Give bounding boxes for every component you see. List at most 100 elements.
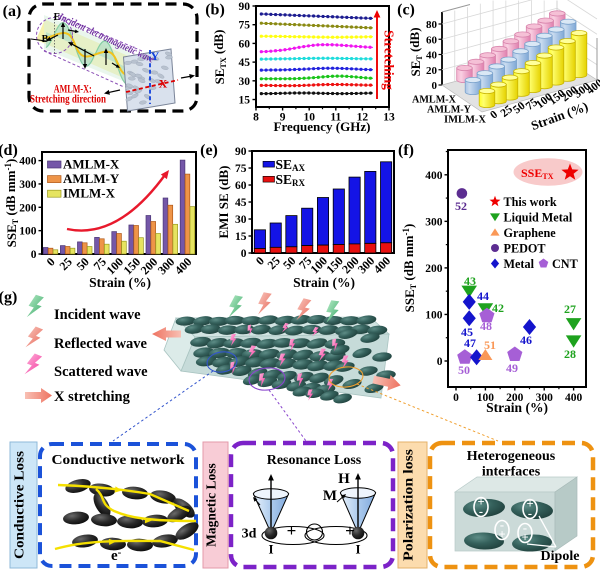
svg-text:AMLM-Y: AMLM-Y — [63, 171, 120, 186]
svg-text:100: 100 — [19, 226, 37, 238]
svg-text:12: 12 — [357, 112, 369, 124]
svg-text:75: 75 — [239, 20, 251, 32]
svg-text:Dipole: Dipole — [541, 549, 580, 564]
svg-text:Strain (%): Strain (%) — [486, 400, 548, 415]
svg-text:0: 0 — [437, 356, 443, 368]
svg-text:Incident wave: Incident wave — [54, 307, 141, 323]
svg-text:0: 0 — [31, 249, 37, 261]
svg-text:B: B — [42, 34, 49, 45]
svg-text:300: 300 — [19, 179, 37, 191]
svg-text:49: 49 — [506, 361, 518, 375]
svg-text:AMLM-X: AMLM-X — [63, 157, 120, 172]
svg-text:-: - — [528, 507, 532, 521]
svg-text:44: 44 — [477, 289, 489, 303]
svg-text:CNT: CNT — [552, 257, 578, 271]
svg-text:60: 60 — [239, 38, 251, 50]
svg-text:400: 400 — [425, 170, 443, 182]
svg-text:Stretching: Stretching — [382, 30, 397, 90]
svg-text:Reflected wave: Reflected wave — [54, 336, 148, 352]
svg-text:Metal: Metal — [504, 257, 535, 271]
svg-text:Conductive Loss: Conductive Loss — [12, 451, 27, 559]
svg-text:SSET (dB mm-1): SSET (dB mm-1) — [401, 224, 418, 313]
svg-text:This work: This work — [504, 195, 557, 209]
svg-text:Magnetic Loss: Magnetic Loss — [204, 463, 219, 547]
svg-text:Stretching direction: Stretching direction — [30, 94, 106, 106]
svg-text:+: + — [498, 528, 505, 542]
svg-text:+: + — [287, 521, 297, 540]
svg-text:60: 60 — [235, 180, 247, 192]
svg-text:90: 90 — [239, 1, 251, 13]
svg-text:40: 40 — [426, 50, 438, 62]
svg-text:-: - — [500, 518, 504, 532]
svg-text:M: M — [323, 488, 337, 504]
svg-text:0: 0 — [241, 248, 247, 260]
svg-text:9: 9 — [280, 112, 286, 124]
svg-text:Strain (%): Strain (%) — [89, 275, 151, 290]
svg-text:27: 27 — [564, 302, 576, 316]
svg-text:+: + — [345, 521, 355, 540]
svg-text:60: 60 — [426, 34, 438, 46]
svg-text:200: 200 — [506, 392, 524, 404]
svg-text:(c): (c) — [397, 2, 415, 19]
svg-text:15: 15 — [235, 231, 247, 243]
svg-text:8: 8 — [253, 112, 259, 124]
svg-text:+: + — [526, 497, 533, 511]
svg-text:13: 13 — [383, 112, 395, 124]
svg-text:AMLM-Y: AMLM-Y — [427, 104, 471, 116]
svg-text:20: 20 — [426, 65, 438, 77]
svg-text:10: 10 — [303, 112, 315, 124]
svg-text:100: 100 — [477, 392, 495, 404]
svg-text:43: 43 — [464, 274, 476, 288]
svg-text:50: 50 — [458, 363, 470, 377]
svg-text:(a): (a) — [3, 3, 22, 20]
svg-text:e-: e- — [111, 547, 122, 565]
svg-text:80: 80 — [426, 19, 438, 31]
svg-text:45: 45 — [235, 197, 247, 209]
svg-text:30: 30 — [235, 214, 247, 226]
svg-text:11: 11 — [330, 112, 341, 124]
svg-text:400: 400 — [565, 392, 583, 404]
svg-text:Y: Y — [151, 49, 160, 63]
svg-text:AMLM-X:: AMLM-X: — [54, 84, 92, 96]
svg-text:Scattered wave: Scattered wave — [54, 364, 148, 380]
svg-text:300: 300 — [425, 216, 443, 228]
svg-text:52: 52 — [455, 199, 467, 213]
svg-text:IMLM-X: IMLM-X — [63, 186, 116, 201]
svg-text:IMLM-X: IMLM-X — [444, 114, 486, 126]
svg-text:(b): (b) — [205, 2, 225, 19]
svg-text:46: 46 — [520, 333, 532, 347]
svg-text:Liquid Metal: Liquid Metal — [504, 211, 573, 225]
svg-text:45: 45 — [461, 325, 473, 339]
svg-text:(f): (f) — [398, 142, 414, 159]
svg-text:Graphene: Graphene — [504, 226, 557, 240]
svg-text:AMLM-X: AMLM-X — [412, 94, 456, 106]
svg-text:Frequency (GHz): Frequency (GHz) — [274, 119, 371, 134]
svg-text:300: 300 — [536, 392, 554, 404]
svg-text:X stretching: X stretching — [54, 389, 131, 405]
svg-text:48: 48 — [480, 319, 492, 333]
svg-text:Heterogeneous: Heterogeneous — [467, 449, 556, 464]
svg-text:Conductive network: Conductive network — [52, 453, 185, 468]
svg-text:0: 0 — [432, 80, 438, 92]
svg-text:SETX (dB): SETX (dB) — [211, 30, 228, 85]
svg-text:I: I — [268, 542, 273, 557]
svg-text:X: X — [159, 77, 168, 91]
svg-text:15: 15 — [239, 95, 251, 107]
svg-text:Strain (%): Strain (%) — [293, 275, 355, 290]
svg-text:400: 400 — [19, 156, 37, 168]
svg-text:(d): (d) — [0, 142, 18, 159]
svg-text:(e): (e) — [200, 142, 218, 159]
svg-text:75: 75 — [235, 163, 247, 175]
svg-text:+: + — [521, 531, 528, 545]
svg-text:I: I — [355, 542, 360, 557]
svg-text:EMI SE (dB): EMI SE (dB) — [216, 166, 231, 239]
svg-text:SSET (dB mm-1): SSET (dB mm-1) — [3, 159, 20, 248]
svg-text:Resonance Loss: Resonance Loss — [267, 453, 362, 468]
svg-text:42: 42 — [492, 301, 504, 315]
svg-text:51: 51 — [484, 338, 496, 352]
svg-text:3d: 3d — [242, 527, 257, 542]
svg-text:-: - — [479, 505, 483, 519]
svg-text:45: 45 — [239, 57, 251, 69]
svg-text:H: H — [338, 471, 350, 487]
svg-text:200: 200 — [19, 202, 37, 214]
